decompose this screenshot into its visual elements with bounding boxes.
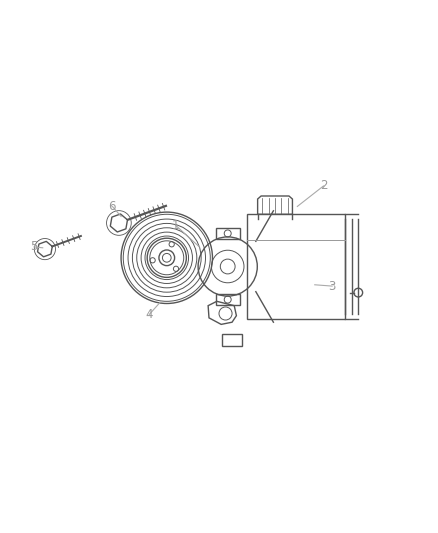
Text: 4: 4: [145, 308, 153, 321]
Text: 3: 3: [328, 280, 336, 293]
Text: 5: 5: [30, 240, 38, 253]
Text: 6: 6: [109, 200, 116, 213]
Text: 1: 1: [172, 219, 179, 232]
Text: 2: 2: [320, 180, 327, 192]
